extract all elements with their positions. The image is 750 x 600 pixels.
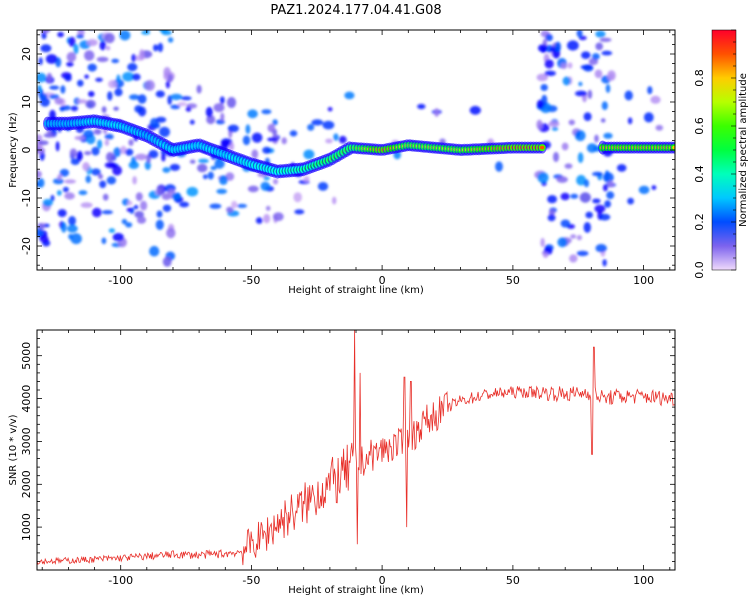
- x-tick-label: 100: [633, 274, 654, 287]
- spectrogram-x-label: Height of straight line (km): [288, 285, 424, 296]
- chart-title: PAZ1.2024.177.04.41.G08: [270, 3, 441, 18]
- snr-series-line: [37, 330, 675, 566]
- y-tick-label: 2000: [20, 470, 33, 498]
- x-tick-label: 0: [379, 574, 386, 587]
- y-tick-label: 5000: [20, 342, 33, 370]
- snr-x-label: Height of straight line (km): [288, 585, 424, 596]
- y-tick-label: 3000: [20, 427, 33, 455]
- colorbar: 0.0 0.2 0.4 0.6 0.8 Normalized spectral ampl…: [693, 29, 749, 279]
- x-tick-label: -100: [108, 274, 133, 287]
- y-tick-label: 0: [20, 147, 33, 154]
- x-tick-label: -50: [242, 274, 260, 287]
- colorbar-tick-label: 0.4: [693, 165, 706, 183]
- x-tick-label: -50: [242, 574, 260, 587]
- colorbar-tick-label: 0.6: [693, 117, 706, 135]
- x-tick-label: 50: [506, 574, 520, 587]
- spectrogram-heatmap: [37, 30, 675, 267]
- spectrogram-ridge: [43, 114, 675, 179]
- colorbar-tick-label: 0.2: [693, 213, 706, 231]
- x-tick-label: 50: [506, 274, 520, 287]
- y-tick-label: -10: [20, 189, 33, 207]
- y-tick-label: 20: [20, 47, 33, 61]
- x-tick-label: 100: [633, 574, 654, 587]
- x-tick-label: -100: [108, 574, 133, 587]
- snr-axes: -100 -50 0 50 100 1000 2000 3000 4000 5000: [20, 329, 675, 587]
- colorbar-ticks: 0.0 0.2 0.4 0.6 0.8: [693, 29, 736, 279]
- colorbar-tick-label: 0.8: [693, 69, 706, 87]
- y-tick-label: -20: [20, 237, 33, 255]
- y-tick-label: 4000: [20, 385, 33, 413]
- y-tick-label: 10: [20, 95, 33, 109]
- spectrogram-y-label: Frequency (Hz): [8, 112, 19, 188]
- colorbar-label: Normalized spectral amplitude: [738, 73, 749, 227]
- colorbar-tick-label: 0.0: [693, 261, 706, 279]
- snr-y-label: SNR (10 * v/v): [8, 414, 19, 485]
- colorbar-ramp: [711, 29, 737, 271]
- y-tick-label: 1000: [20, 513, 33, 541]
- x-tick-label: 0: [379, 274, 386, 287]
- snr-panel: -100 -50 0 50 100 1000 2000 3000 4000 5000 Height…: [8, 329, 676, 596]
